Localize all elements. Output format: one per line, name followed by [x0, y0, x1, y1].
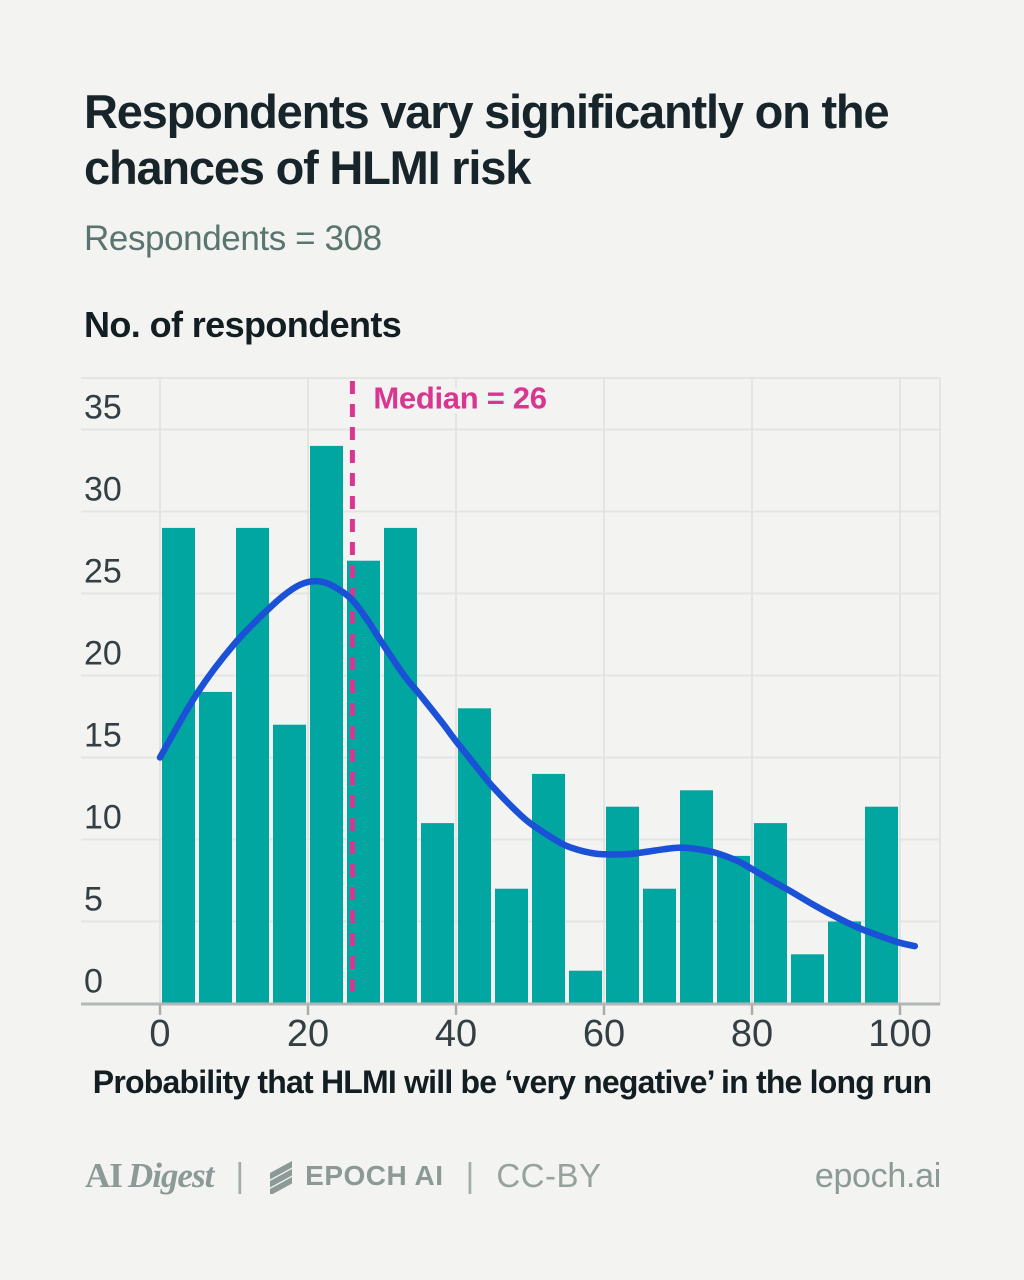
histogram-bar[interactable] [495, 888, 528, 1005]
y-tick-label: 20 [84, 635, 122, 673]
histogram-bar[interactable] [273, 724, 306, 1005]
histogram-bar[interactable] [162, 527, 195, 1005]
footer: AI Digest | EPOCH AI | CC-BY epoch.ai [85, 1150, 941, 1202]
x-tick-label: 20 [287, 1013, 329, 1055]
ai-digest-logo-digest: Digest [127, 1156, 214, 1195]
y-tick-label: 5 [84, 881, 103, 919]
ai-digest-logo-ai: AI [85, 1156, 123, 1195]
x-tick-label: 100 [868, 1013, 931, 1055]
footer-separator: | [465, 1156, 475, 1195]
footer-attribution: AI Digest | EPOCH AI | CC-BY [85, 1156, 602, 1196]
epoch-site-link[interactable]: epoch.ai [814, 1156, 941, 1195]
x-tick-label: 80 [731, 1013, 773, 1055]
y-tick-label: 0 [84, 963, 103, 1001]
histogram-bar[interactable] [791, 954, 824, 1005]
y-tick-label: 30 [84, 471, 122, 509]
histogram-bar[interactable] [865, 806, 898, 1005]
page-title-line-1: Respondents vary significantly on the [84, 85, 890, 138]
histogram-bar[interactable] [384, 527, 417, 1005]
histogram-bar[interactable] [310, 445, 343, 1005]
y-tick-label: 15 [84, 717, 122, 755]
respondents-count-subtitle: Respondents = 308 [84, 219, 382, 258]
epoch-ai-logo: EPOCH AI [266, 1158, 443, 1194]
histogram-bar[interactable] [606, 806, 639, 1005]
page-title-line-2: chances of HLMI risk [84, 141, 531, 194]
histogram-bar[interactable] [754, 823, 787, 1005]
x-tick-label: 0 [149, 1013, 170, 1055]
y-tick-label: 25 [84, 553, 122, 591]
x-axis-title: Probability that HLMI will be ‘very nega… [92, 1064, 932, 1100]
histogram-bar[interactable] [421, 823, 454, 1005]
histogram-bar[interactable] [199, 691, 232, 1005]
histogram-bar[interactable] [236, 527, 269, 1005]
y-axis-title: No. of respondents [84, 304, 402, 345]
y-tick-label: 35 [84, 389, 122, 427]
histogram-bar[interactable] [569, 970, 602, 1005]
histogram-bar[interactable] [532, 773, 565, 1005]
histogram-bar[interactable] [458, 708, 491, 1005]
epoch-slashes-icon [270, 1161, 293, 1194]
histogram-bar[interactable] [828, 921, 861, 1005]
histogram-bar[interactable] [717, 855, 750, 1005]
x-tick-label: 40 [435, 1013, 477, 1055]
epoch-ai-label: EPOCH AI [305, 1160, 444, 1191]
x-tick-label: 60 [583, 1013, 625, 1055]
ai-digest-logo: AI Digest [85, 1156, 214, 1196]
page-title: Respondents vary significantly on the ch… [84, 84, 944, 196]
histogram-bar[interactable] [680, 790, 713, 1005]
histogram-bar[interactable] [643, 888, 676, 1005]
footer-separator: | [235, 1156, 245, 1195]
median-label: Median = 26 [373, 381, 546, 416]
license-label: CC-BY [496, 1157, 602, 1194]
density-curve [156, 577, 919, 950]
y-tick-label: 10 [84, 799, 122, 837]
